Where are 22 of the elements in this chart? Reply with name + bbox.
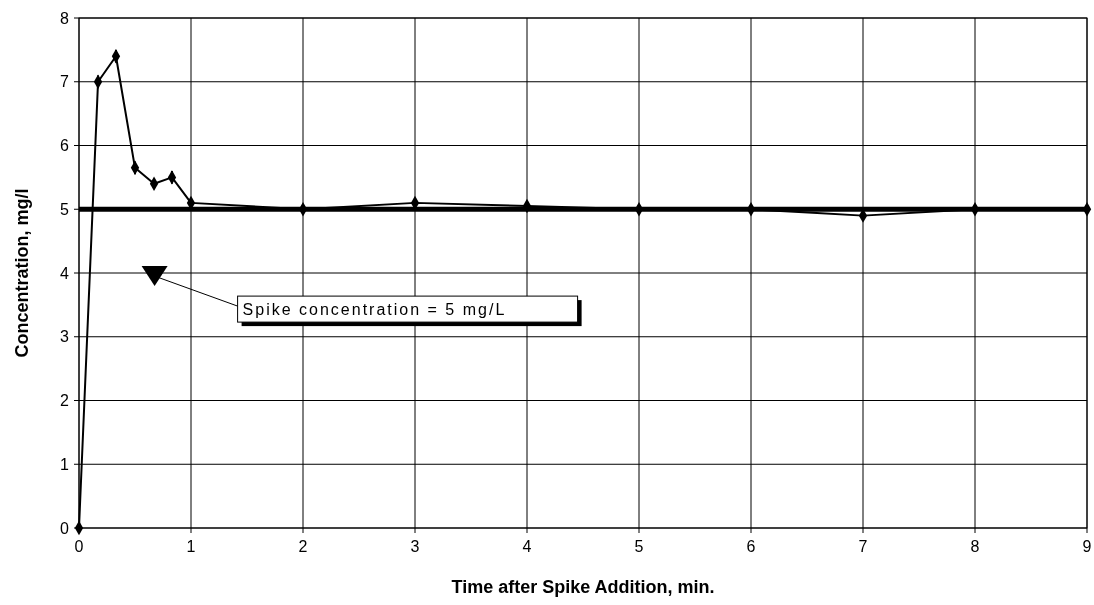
annotation: Spike concentration = 5 mg/L xyxy=(242,301,507,319)
x-axis-title: Time after Spike Addition, min. xyxy=(451,577,715,597)
x-tick-label: 1 xyxy=(186,538,196,555)
y-tick-label: 0 xyxy=(60,519,70,537)
x-tick-label: 9 xyxy=(1082,538,1092,555)
y-tick-label: 4 xyxy=(60,264,70,282)
x-tick-label: 3 xyxy=(410,538,420,555)
x-tick-label: 7 xyxy=(858,538,868,555)
x-tick-label: 2 xyxy=(298,538,308,555)
x-tick-label: 0 xyxy=(74,538,84,555)
y-tick-label: 3 xyxy=(60,328,70,346)
y-tick-label: 1 xyxy=(60,455,70,473)
y-tick-label: 5 xyxy=(60,200,70,218)
y-tick-label: 6 xyxy=(60,137,70,155)
x-tick-label: 6 xyxy=(746,538,756,555)
y-tick-label: 2 xyxy=(60,392,70,410)
x-tick-label: 8 xyxy=(970,538,980,555)
y-tick-label: 8 xyxy=(60,9,70,27)
x-tick-label: 5 xyxy=(634,538,644,555)
x-tick-label: 4 xyxy=(522,538,532,555)
y-axis-title: Concentration, mg/l xyxy=(12,188,32,358)
y-tick-label: 7 xyxy=(60,73,70,91)
